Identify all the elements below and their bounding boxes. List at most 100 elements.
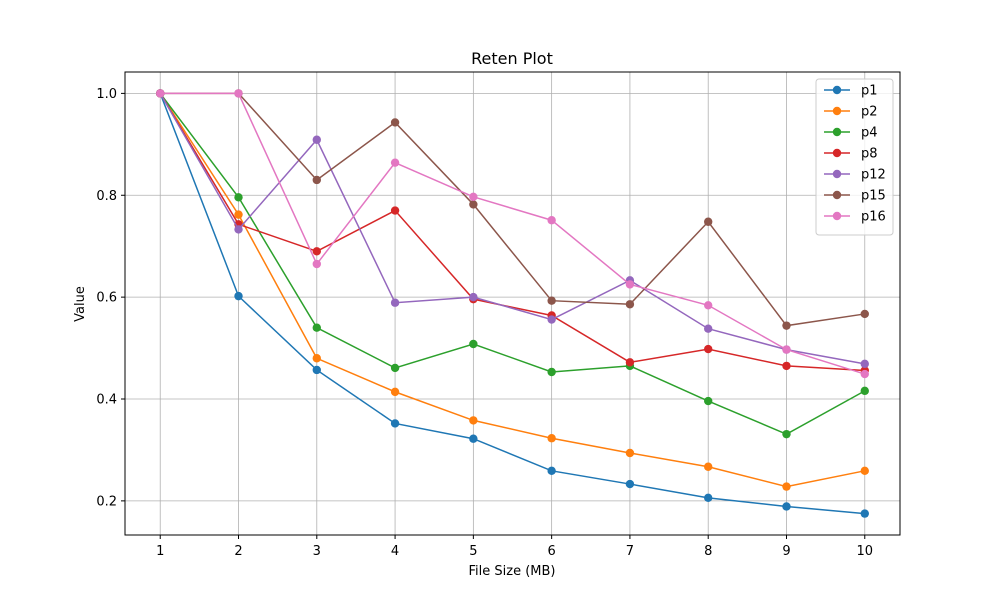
data-point-p1 <box>234 291 243 301</box>
x-tick-label: 9 <box>782 544 790 559</box>
data-point-p2 <box>704 462 713 471</box>
data-point-p15 <box>860 309 869 319</box>
axis-ticks: 1 2 3 4 5 6 7 8 9 10 0.2 0.4 0.6 0.8 1.0 <box>96 87 873 559</box>
data-point-p8 <box>390 206 400 215</box>
legend-label: p2 <box>861 105 878 120</box>
data-point-p8 <box>625 358 635 367</box>
y-tick-label: 0.8 <box>96 189 117 204</box>
series-p1 <box>156 89 869 518</box>
data-point-p15 <box>312 175 321 185</box>
plot-frame <box>124 71 901 536</box>
data-point-p4 <box>547 367 556 377</box>
legend-swatch-marker <box>832 190 842 200</box>
data-point-p16 <box>547 216 556 225</box>
data-point-p12 <box>469 292 478 302</box>
series-line-p2 <box>159 92 865 488</box>
series-line-p1 <box>159 93 865 515</box>
data-point-p4 <box>704 396 713 406</box>
y-axis-label: Value <box>73 286 88 322</box>
data-point-p2 <box>234 210 243 219</box>
legend-swatch-marker <box>832 169 842 179</box>
data-point-p1 <box>390 419 400 428</box>
legend-item-p1: p1 <box>824 84 878 99</box>
data-point-p4 <box>860 386 869 396</box>
data-point-p16 <box>312 259 321 269</box>
legend: p1 p2 p4 p8 p12 p15 p16 <box>815 78 894 236</box>
legend-swatch-marker <box>832 106 842 116</box>
x-tick-label: 7 <box>626 544 634 559</box>
data-point-p2 <box>782 482 791 491</box>
x-tick-label: 1 <box>156 544 164 559</box>
data-point-p12 <box>860 359 869 369</box>
series-p16 <box>156 89 869 379</box>
data-point-p1 <box>782 502 791 511</box>
data-point-p15 <box>469 200 478 209</box>
series-line-p8 <box>159 93 865 372</box>
data-point-p1 <box>625 479 635 489</box>
series-line-p15 <box>160 92 865 327</box>
x-tick-label: 3 <box>313 544 321 559</box>
data-point-p16 <box>469 192 478 201</box>
x-tick-label: 8 <box>704 544 712 559</box>
data-point-p12 <box>390 298 400 307</box>
data-point-p2 <box>390 387 400 397</box>
data-point-p12 <box>234 225 243 234</box>
data-point-p2 <box>625 448 635 458</box>
data-point-p15 <box>625 300 635 309</box>
legend-item-p16: p16 <box>824 210 886 225</box>
legend-label: p15 <box>861 189 886 204</box>
data-point-p16 <box>625 280 635 289</box>
data-point-p1 <box>469 434 478 443</box>
data-point-p15 <box>782 321 791 330</box>
x-tick-label: 5 <box>469 544 477 559</box>
legend-item-p8: p8 <box>824 147 878 162</box>
series-layer <box>156 89 869 518</box>
legend-label: p12 <box>861 168 886 183</box>
data-point-p8 <box>782 361 791 371</box>
legend-swatch-marker <box>832 85 842 95</box>
data-point-p1 <box>704 493 713 503</box>
data-point-p15 <box>704 217 713 226</box>
y-tick-label: 1.0 <box>96 87 117 102</box>
data-point-p16 <box>860 369 869 379</box>
legend-item-p12: p12 <box>824 168 886 183</box>
legend-item-p4: p4 <box>824 126 878 141</box>
data-point-p8 <box>312 247 321 256</box>
data-point-p4 <box>390 363 400 373</box>
series-line-p4 <box>159 92 866 435</box>
data-point-p15 <box>390 118 400 127</box>
y-tick-label: 0.2 <box>96 494 117 509</box>
data-point-p12 <box>312 135 321 144</box>
data-point-p16 <box>390 158 400 167</box>
data-point-p4 <box>469 339 478 349</box>
data-point-p1 <box>547 466 556 476</box>
legend-label: p8 <box>861 147 878 162</box>
legend-swatch-marker <box>832 211 842 221</box>
legend-swatch-marker <box>832 148 842 158</box>
data-point-p2 <box>469 416 478 425</box>
data-point-p1 <box>860 509 869 518</box>
data-point-p4 <box>312 323 321 332</box>
data-point-p4 <box>782 429 791 439</box>
grid <box>125 72 900 535</box>
data-point-p2 <box>547 434 556 443</box>
data-point-p16 <box>704 301 713 310</box>
series-p4 <box>156 89 869 439</box>
data-point-p16 <box>234 89 243 98</box>
chart-title: Reten Plot <box>471 49 553 68</box>
data-point-p12 <box>704 324 713 333</box>
x-tick-label: 2 <box>234 544 242 559</box>
series-line-p16 <box>160 92 865 375</box>
x-tick-label: 10 <box>856 544 873 559</box>
y-tick-label: 0.4 <box>96 393 117 408</box>
data-point-p16 <box>156 89 165 98</box>
legend-swatch-marker <box>832 127 842 137</box>
y-tick-label: 0.6 <box>96 291 117 306</box>
data-point-p2 <box>312 354 321 363</box>
legend-item-p2: p2 <box>824 105 878 120</box>
legend-label: p16 <box>861 210 886 225</box>
data-point-p12 <box>547 315 556 324</box>
data-point-p15 <box>547 296 556 305</box>
data-point-p8 <box>704 344 713 354</box>
